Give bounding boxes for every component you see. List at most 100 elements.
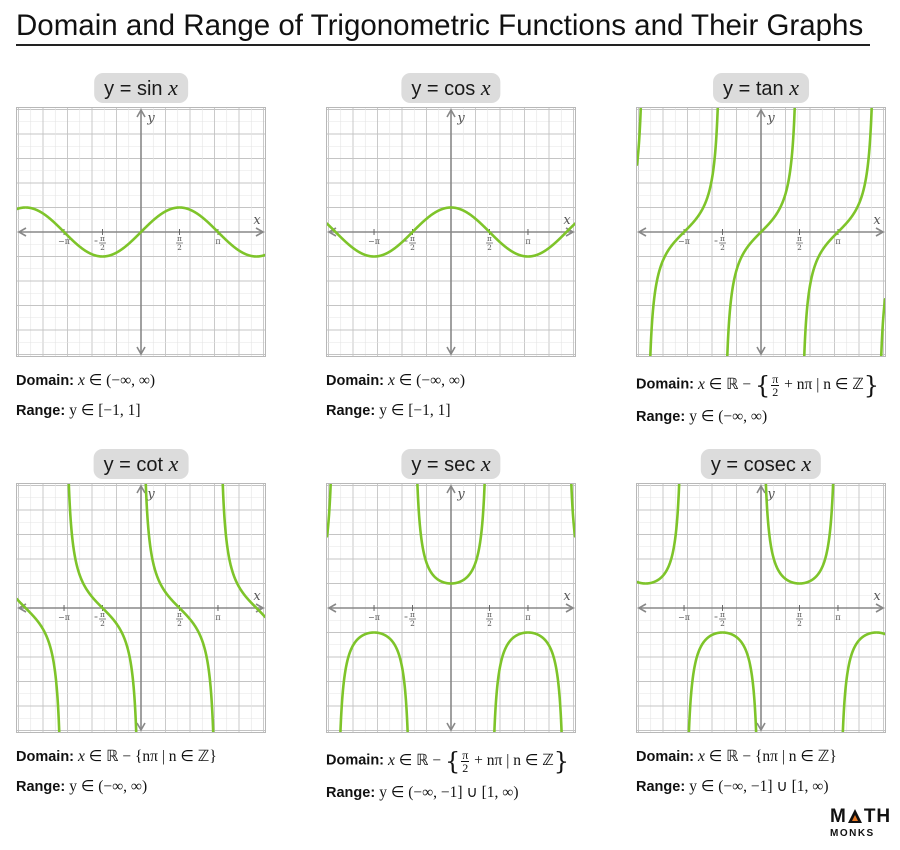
tick-neg-half-pi-numerator: π (410, 234, 415, 243)
tick-pi-label: π (525, 613, 530, 622)
domain-value: x ∈ ℝ − {π 2 + nπ | n ∈ ℤ} (388, 747, 569, 775)
left-brace: { (444, 747, 461, 775)
domain-line-cosec: Domain: x ∈ ℝ − {nπ | n ∈ ℤ} (636, 747, 837, 766)
y-axis-arrow-up (446, 484, 456, 494)
function-label-var: x (168, 75, 178, 100)
y-axis-arrow-up (136, 484, 146, 494)
x-axis-arrow-left (327, 603, 337, 613)
function-label-var: x (168, 451, 179, 476)
range-value: y ∈ (−∞, ∞) (69, 778, 148, 795)
function-label-var: x (801, 451, 812, 476)
tick-neg-half-pi-numerator: π (720, 234, 725, 243)
grid (17, 484, 265, 732)
y-axis-arrow-down (136, 346, 146, 356)
tick-neg-pi-label: −π (58, 613, 70, 622)
x-axis-label: x (563, 589, 571, 604)
tick-pi-label: π (215, 237, 220, 246)
range-value: y ∈ [−1, 1] (69, 402, 141, 419)
domain-var: x (698, 748, 705, 765)
tick-neg-pi-label: −π (678, 237, 690, 246)
y-axis-label: y (456, 487, 465, 502)
tick-half-pi-denominator: 2 (487, 619, 492, 628)
tick-neg-pi-label: −π (368, 613, 380, 622)
tick-neg-half-pi-numerator: π (100, 610, 105, 619)
curve-sin (17, 206, 265, 258)
x-axis-arrow-left (17, 227, 27, 237)
y-axis-label: y (146, 487, 155, 502)
domain-label: Domain: (326, 373, 384, 389)
function-label-text: y = cosec (710, 454, 802, 476)
x-axis-arrow-left (637, 603, 647, 613)
x-axis-arrow-right (255, 227, 265, 237)
domain-line-tan: Domain: x ∈ ℝ − {π 2 + nπ | n ∈ ℤ} (636, 371, 879, 399)
x-axis-label: x (873, 589, 881, 604)
right-brace: } (863, 371, 880, 399)
domain-value: x ∈ ℝ − {π 2 + nπ | n ∈ ℤ} (698, 371, 879, 399)
page-title: Domain and Range of Trigonometric Functi… (16, 9, 864, 42)
domain-var: x (78, 372, 85, 389)
range-line-sin: Range: y ∈ [−1, 1] (16, 401, 141, 420)
domain-set: ∈ ℝ − {nπ | n ∈ ℤ} (704, 748, 837, 765)
domain-line-sin: Domain: x ∈ (−∞, ∞) (16, 371, 155, 390)
range-label: Range: (326, 403, 376, 419)
y-axis-label: y (456, 111, 465, 126)
fraction-denominator: 2 (462, 760, 469, 775)
y-axis-arrow-down (756, 722, 766, 732)
curve-cosec (637, 484, 885, 732)
y-axis-arrow-up (756, 484, 766, 494)
tick-half-pi-denominator: 2 (797, 619, 802, 628)
y-axis-label: y (766, 111, 775, 126)
tick-neg-pi-label: −π (58, 237, 70, 246)
graph-sec: x y −π π 2 π 2 π (326, 483, 576, 733)
function-label-text: y = cot (103, 454, 169, 476)
logo-text-bottom: MONKS (830, 828, 875, 839)
function-label-text: y = cos (411, 78, 481, 100)
domain-label: Domain: (16, 373, 74, 389)
x-axis-label: x (253, 213, 261, 228)
function-label-cosec: y = cosec x (700, 449, 822, 479)
tick-neg-pi-label: −π (368, 237, 380, 246)
y-axis-arrow-up (756, 108, 766, 118)
domain-set-suffix: + nπ | n ∈ ℤ (470, 751, 554, 769)
tick-half-pi-denominator: 2 (177, 243, 182, 252)
tick-pi-label: π (215, 613, 220, 622)
function-label-var: x (789, 75, 799, 100)
domain-line-sec: Domain: x ∈ ℝ − {π 2 + nπ | n ∈ ℤ} (326, 747, 569, 775)
y-axis-arrow-up (446, 108, 456, 118)
logo-triangle-icon (848, 809, 862, 823)
function-label-var: x (480, 75, 491, 100)
tick-neg-half-pi-denominator: 2 (100, 243, 105, 252)
tick-neg-half-pi-denominator: 2 (720, 243, 725, 252)
graph-cos: x y −π π 2 π 2 π (326, 107, 576, 357)
domain-set-suffix: + nπ | n ∈ ℤ (780, 375, 864, 393)
function-label-sec: y = sec x (401, 449, 501, 479)
domain-set: ∈ (−∞, ∞) (84, 372, 156, 389)
logo-letters-th: TH (863, 806, 892, 827)
x-axis-arrow-right (565, 603, 575, 613)
domain-label: Domain: (16, 749, 74, 765)
domain-value: x ∈ (−∞, ∞) (78, 372, 155, 389)
domain-var: x (78, 748, 85, 765)
function-label-var: x (480, 451, 491, 476)
domain-label: Domain: (636, 749, 694, 765)
y-axis-arrow-down (446, 346, 456, 356)
range-value: y ∈ (−∞, −1] ∪ [1, ∞) (379, 784, 519, 801)
range-line-cos: Range: y ∈ [−1, 1] (326, 401, 451, 420)
mathmonks-logo: M TH MONKS (822, 806, 894, 846)
curve-cot (17, 484, 265, 732)
function-label-text: y = tan (723, 78, 790, 100)
tick-half-pi-denominator: 2 (177, 619, 182, 628)
y-axis-label: y (146, 111, 155, 126)
logo-text-top: M TH (830, 806, 891, 828)
domain-set: ∈ (−∞, ∞) (394, 372, 466, 389)
domain-var: x (698, 375, 705, 393)
tick-half-pi-numerator: π (177, 610, 182, 619)
range-label: Range: (16, 779, 66, 795)
graph-cot: x y −π π 2 π 2 π (16, 483, 266, 733)
